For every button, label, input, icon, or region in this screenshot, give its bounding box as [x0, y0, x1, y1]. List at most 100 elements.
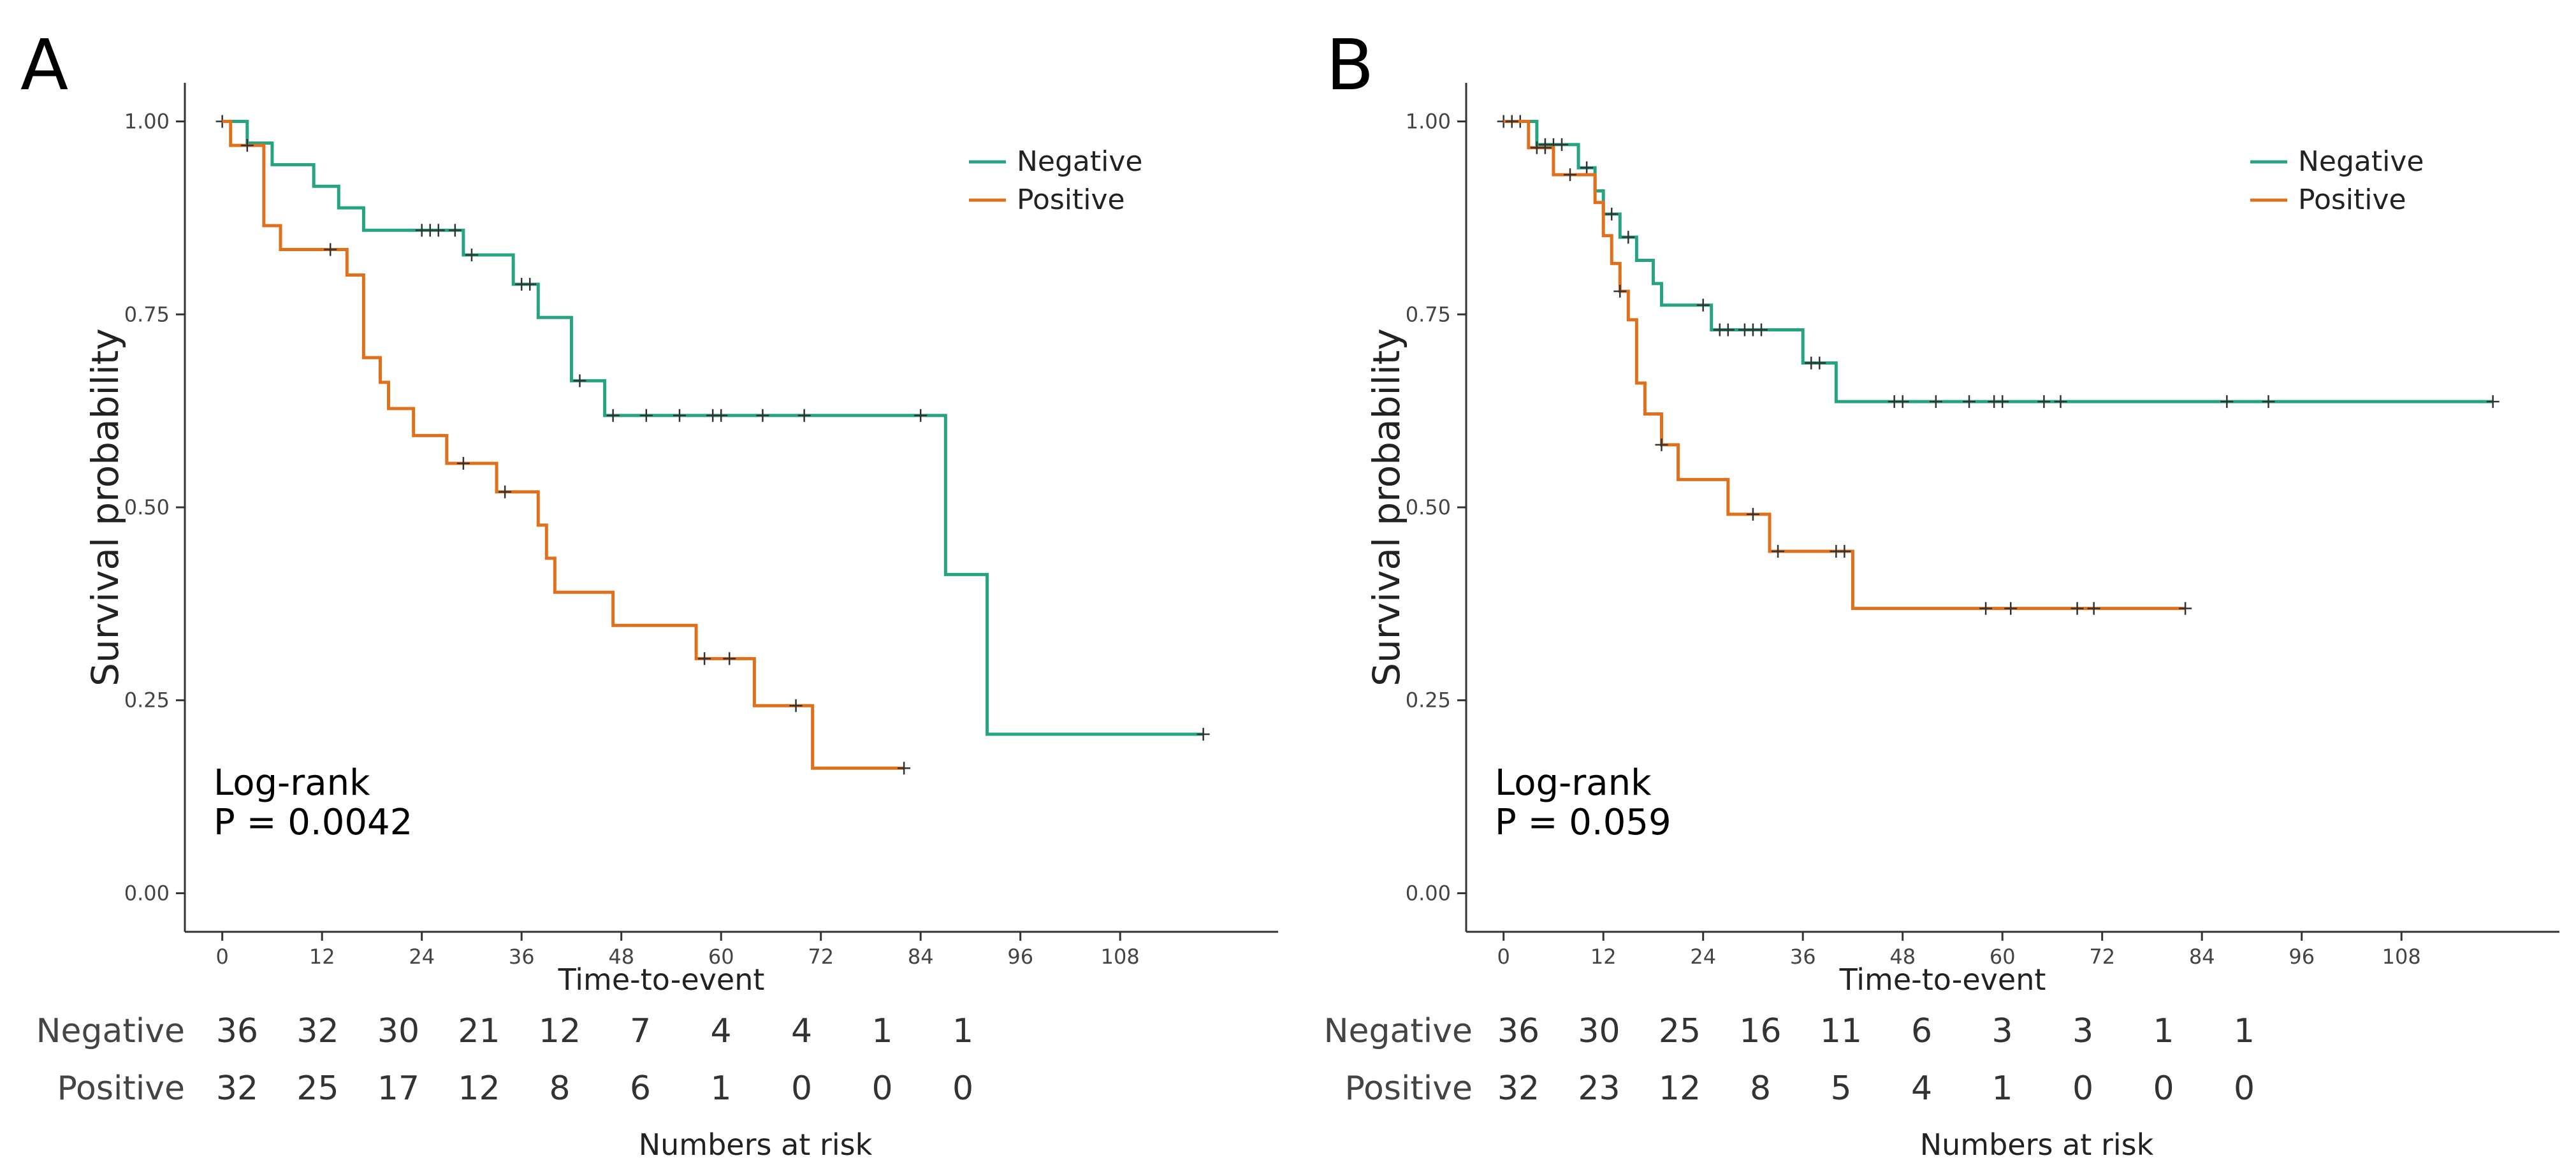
chart-b-positive-censor-mark	[2070, 602, 2084, 615]
chart-b-risk-value: 0	[2234, 1069, 2255, 1108]
chart-b-negative-survival-curve	[1503, 120, 2493, 403]
chart-b-risk-value: 12	[1659, 1069, 1701, 1108]
chart-a-risk-value: 12	[458, 1069, 500, 1108]
chart-b-risk-value: 16	[1739, 1012, 1781, 1050]
chart-a-risk-value: 0	[871, 1069, 892, 1108]
chart-b-positive-censor-mark	[1613, 284, 1627, 298]
chart-b-x-tick-label: 72	[2089, 945, 2115, 969]
chart-a-risk-value: 30	[377, 1012, 419, 1050]
chart-b-negative-censor-mark	[2220, 395, 2234, 409]
chart-b-risk-value: 1	[2234, 1012, 2255, 1050]
chart-a-negative-censor-mark	[639, 409, 653, 422]
chart-b-risk-value: 11	[1820, 1012, 1862, 1050]
chart-a-negative-censor-mark	[432, 224, 445, 237]
chart-a-positive-censor-mark	[324, 243, 337, 256]
chart-b-positive-survival-curve	[1503, 120, 2186, 611]
chart-b-x-tick-label: 96	[2289, 945, 2315, 969]
chart-a-x-axis-title: Time-to-event	[558, 962, 765, 997]
chart-a-positive-censor-mark	[240, 139, 254, 152]
chart-b-y-tick-label: 0.75	[1406, 302, 1451, 326]
chart-b-risk-value: 6	[1911, 1012, 1932, 1050]
chart-b-risk-value: 36	[1497, 1012, 1539, 1050]
chart-a-y-tick-label: 0.75	[124, 302, 170, 326]
chart-b-positive-censor-mark	[2087, 602, 2100, 615]
chart-b-y-tick-label: 0.00	[1406, 881, 1451, 905]
chart-a-positive-censor-mark	[898, 762, 911, 775]
chart-a-negative-censor-mark	[914, 409, 928, 422]
chart-a-risk-value: 21	[458, 1012, 500, 1050]
chart-b-risk-table-title: Numbers at risk	[1920, 1127, 2154, 1162]
chart-a-negative-censor-mark	[573, 374, 586, 388]
chart-b-negative-censor-mark	[1929, 395, 1942, 409]
chart-a-y-tick-label: 0.25	[124, 688, 170, 713]
chart-a-x-tick-label: 60	[708, 945, 734, 969]
chart-b-x-tick-label: 60	[1990, 945, 2016, 969]
chart-a-risk-row-label: Positive	[57, 1069, 185, 1108]
chart-a-risk-value: 0	[952, 1069, 973, 1108]
chart-a-x-tick-label: 12	[309, 945, 335, 969]
chart-b-risk-value: 8	[1750, 1069, 1771, 1108]
chart-b-positive-censor-mark	[1564, 168, 1577, 182]
chart-b-x-tick-label: 84	[2189, 945, 2215, 969]
chart-b-risk-value: 0	[2072, 1069, 2093, 1108]
chart-b-x-axis-title: Time-to-event	[1839, 962, 2046, 997]
chart-b-negative-censor-mark	[1754, 323, 1768, 337]
chart-a-risk-value: 4	[710, 1012, 731, 1050]
chart-b-x-tick-label: 108	[2382, 945, 2421, 969]
chart-b-legend-positive-label: Positive	[2298, 184, 2406, 216]
chart-a-negative-survival-curve	[222, 120, 1204, 736]
chart-a-x-tick-label: 36	[509, 945, 535, 969]
chart-b-negative-censor-mark	[1963, 395, 1976, 409]
chart-b-risk-value: 23	[1578, 1069, 1620, 1108]
chart-b-x-tick-label: 36	[1790, 945, 1816, 969]
chart-a-positive-censor-mark	[698, 652, 711, 665]
chart-a-risk-value: 7	[630, 1012, 651, 1050]
chart-b-negative-censor-mark	[1580, 161, 1594, 175]
chart-b-x-tick-label: 24	[1690, 945, 1716, 969]
chart-b-negative-censor-mark	[2262, 395, 2275, 409]
chart-b-risk-row-label: Negative	[1324, 1012, 1473, 1050]
chart-b-y-axis-title: Survival probability	[1365, 328, 1408, 686]
chart-b-positive-censor-mark	[1505, 115, 1518, 128]
chart-a-risk-value: 36	[216, 1012, 258, 1050]
chart-a-negative-censor-mark	[797, 409, 811, 422]
chart-b-x-tick-label: 48	[1889, 945, 1916, 969]
chart-b-negative-censor-mark	[1555, 138, 1568, 151]
chart-b-risk-value: 0	[2153, 1069, 2174, 1108]
chart-a-y-tick-label: 1.00	[124, 110, 170, 134]
chart-a-negative-censor-mark	[756, 409, 769, 422]
chart-a-risk-value: 1	[871, 1012, 892, 1050]
chart-b-positive-censor-mark	[2179, 602, 2192, 615]
chart-b-risk-value: 30	[1578, 1012, 1620, 1050]
chart-b-positive-censor-mark	[2004, 602, 2018, 615]
chart-a-x-tick-label: 24	[409, 945, 435, 969]
chart-a-negative-censor-mark	[465, 249, 478, 262]
chart-b-negative-censor-mark	[1721, 323, 1735, 337]
chart-b-risk-value: 1	[1991, 1069, 2012, 1108]
chart-b-risk-value: 25	[1659, 1012, 1701, 1050]
chart-a-risk-value: 12	[539, 1012, 581, 1050]
chart-b-positive-censor-mark	[1655, 438, 1668, 451]
chart-a-y-tick-label: 0.00	[124, 881, 170, 905]
chart-a-positive-censor-mark	[498, 485, 512, 498]
chart-a-positive-censor-mark	[456, 456, 470, 470]
chart-b-risk-value: 4	[1911, 1069, 1932, 1108]
chart-b-risk-value: 5	[1830, 1069, 1851, 1108]
chart-a-negative-censor-mark	[448, 224, 462, 237]
chart-b-risk-value: 1	[2153, 1012, 2174, 1050]
chart-a-risk-value: 32	[296, 1012, 338, 1050]
chart-b-y-tick-label: 0.25	[1406, 688, 1451, 713]
chart-a-logrank-annotation-line: P = 0.0042	[214, 802, 412, 843]
chart-a-risk-value: 17	[377, 1069, 419, 1108]
chart-b-negative-censor-mark	[2486, 395, 2500, 409]
chart-b-logrank-annotation-line: Log-rank	[1495, 762, 1652, 804]
chart-a-negative-censor-mark	[606, 409, 620, 422]
chart-b-positive-censor-mark	[1979, 602, 1993, 615]
chart-a-risk-value: 4	[791, 1012, 812, 1050]
chart-a-positive-censor-mark	[789, 699, 803, 713]
chart-b-positive-censor-mark	[1838, 545, 1851, 558]
chart-a-risk-value: 6	[630, 1069, 651, 1108]
chart-a-x-tick-label: 108	[1101, 945, 1140, 969]
chart-b-x-tick-label: 0	[1497, 945, 1510, 969]
